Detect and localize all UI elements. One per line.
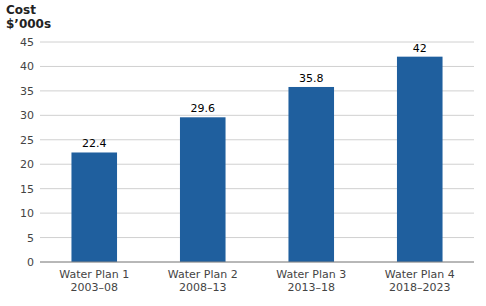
y-tick-label: 35 [20,85,34,98]
x-tick-label: Water Plan 42018–2023 [385,268,455,294]
y-tick-label: 30 [20,109,34,122]
grid-line [40,42,474,43]
y-tick-label: 5 [27,232,34,245]
bars [71,57,442,262]
x-axis-line [40,262,474,263]
data-labels: 22.4 29.6 35.8 42 [82,42,427,151]
chart-container: 0 5 10 15 20 25 30 35 40 45 22.4 29.6 35.8 42 Water Pl… [0,0,486,306]
data-label: 35.8 [299,72,324,85]
y-tick-label: 20 [20,158,34,171]
chart-svg: 0 5 10 15 20 25 30 35 40 45 22.4 29.6 35.8 42 Water Pl… [0,0,486,306]
x-tick-labels: Water Plan 12003–08 Water Plan 22008–13 Wa… [59,268,454,294]
bar [397,57,443,262]
y-tick-labels: 0 5 10 15 20 25 30 35 40 45 [20,36,34,269]
y-tick-label: 15 [20,183,34,196]
x-tick-label: Water Plan 22008–13 [168,268,238,294]
y-tick-label: 0 [27,256,34,269]
data-label: 42 [413,42,427,55]
grid-line [40,262,474,263]
y-tick-label: 45 [20,36,34,49]
y-axis-label: Cost$’000s [6,3,51,31]
data-label: 29.6 [191,102,216,115]
bar [180,117,226,262]
y-tick-label: 40 [20,60,34,73]
x-tick-label: Water Plan 12003–08 [59,268,129,294]
y-tick-label: 25 [20,134,34,147]
y-tick-label: 10 [20,207,34,220]
bar [71,152,117,262]
bar [288,87,334,262]
x-tick-label: Water Plan 32013–18 [276,268,346,294]
data-label: 22.4 [82,137,107,150]
y-grid [40,42,474,262]
